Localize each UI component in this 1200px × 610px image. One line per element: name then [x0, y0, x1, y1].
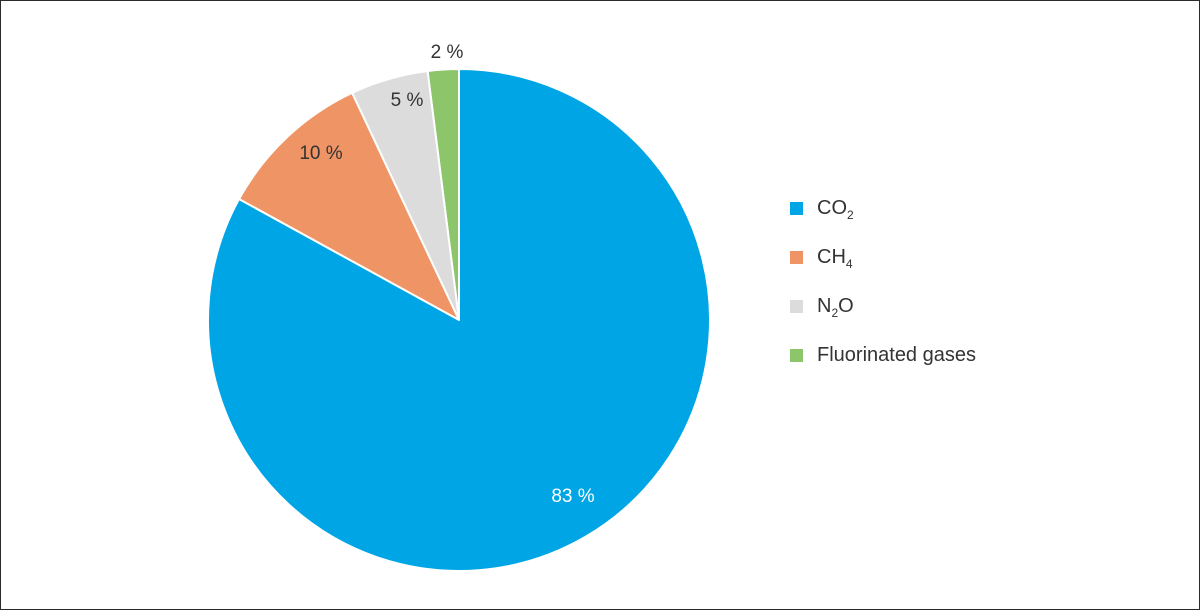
legend-swatch — [790, 348, 803, 362]
legend-swatch — [790, 299, 803, 313]
pie-data-labels: 2 % 5 % 10 % 83 % — [299, 42, 594, 507]
legend-item-co2: CO2 — [790, 196, 976, 222]
legend-item-fluorinated-gases: Fluorinated gases — [790, 343, 976, 367]
data-label-ch4: 10 % — [299, 143, 342, 164]
legend-label: Fluorinated gases — [817, 343, 976, 366]
legend-swatch — [790, 201, 803, 215]
pie-slice-co2 — [207, 68, 711, 572]
legend-swatch — [790, 250, 803, 264]
pie-slices — [207, 68, 711, 572]
data-label-co2: 83 % — [551, 486, 594, 507]
legend-label-subscript: 4 — [845, 256, 853, 271]
pie-slice-ch4 — [238, 91, 460, 321]
legend-item-n2o: N2O — [790, 294, 976, 320]
legend-label-subscript: 2 — [831, 305, 839, 320]
legend-label: CH4 — [817, 245, 853, 271]
legend-label-subscript: 2 — [847, 207, 854, 222]
legend-item-ch4: CH4 — [790, 245, 976, 271]
legend-label: CO2 — [817, 196, 854, 222]
data-label-fluorinated-gases: 2 % — [431, 42, 464, 63]
legend-label: N2O — [817, 294, 854, 320]
legend: CO2 CH4 N2O Fluorinated gases — [790, 196, 976, 392]
data-label-n2o: 5 % — [391, 90, 424, 111]
